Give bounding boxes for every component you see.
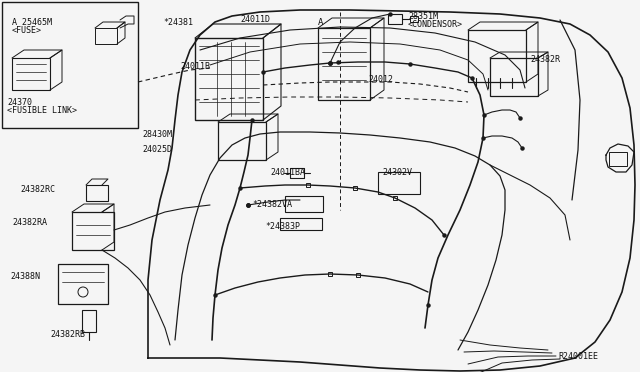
- Text: *24381: *24381: [163, 18, 193, 27]
- Bar: [468, 30, 526, 82]
- Bar: [95, 28, 117, 44]
- Bar: [280, 218, 322, 230]
- Bar: [388, 14, 402, 24]
- Bar: [609, 152, 627, 166]
- Bar: [490, 58, 538, 96]
- Bar: [12, 58, 50, 90]
- Bar: [318, 28, 370, 100]
- Text: 24388N: 24388N: [10, 272, 40, 281]
- Bar: [410, 16, 418, 22]
- Text: 24012: 24012: [368, 75, 393, 84]
- Text: 24382RB: 24382RB: [50, 330, 85, 339]
- Text: *24382VA: *24382VA: [252, 200, 292, 209]
- Bar: [378, 172, 420, 194]
- Text: <FUSE>: <FUSE>: [12, 26, 42, 35]
- Bar: [218, 122, 266, 160]
- Bar: [58, 264, 108, 304]
- Text: 24382R: 24382R: [530, 55, 560, 64]
- Text: 24382RA: 24382RA: [12, 218, 47, 227]
- Text: <FUSIBLE LINK>: <FUSIBLE LINK>: [7, 106, 77, 115]
- Bar: [2, 2, 138, 128]
- Bar: [82, 310, 96, 332]
- Text: 24025D: 24025D: [142, 145, 172, 154]
- Text: 28351M: 28351M: [408, 12, 438, 21]
- Bar: [86, 185, 108, 201]
- Text: *24383P: *24383P: [265, 222, 300, 231]
- Text: 24382RC: 24382RC: [20, 185, 55, 194]
- Text: 24370: 24370: [7, 98, 32, 107]
- Text: 24011D: 24011D: [240, 15, 270, 24]
- Text: 24011BA: 24011BA: [270, 168, 305, 177]
- Bar: [195, 38, 263, 120]
- Text: R24001EE: R24001EE: [558, 352, 598, 361]
- Text: A 25465M: A 25465M: [12, 18, 52, 27]
- Bar: [285, 196, 323, 212]
- Text: A: A: [318, 18, 323, 27]
- Bar: [72, 212, 114, 250]
- Text: 24011B: 24011B: [180, 62, 210, 71]
- Text: 28430M: 28430M: [142, 130, 172, 139]
- Text: 24302V: 24302V: [382, 168, 412, 177]
- Text: <CONDENSOR>: <CONDENSOR>: [408, 20, 463, 29]
